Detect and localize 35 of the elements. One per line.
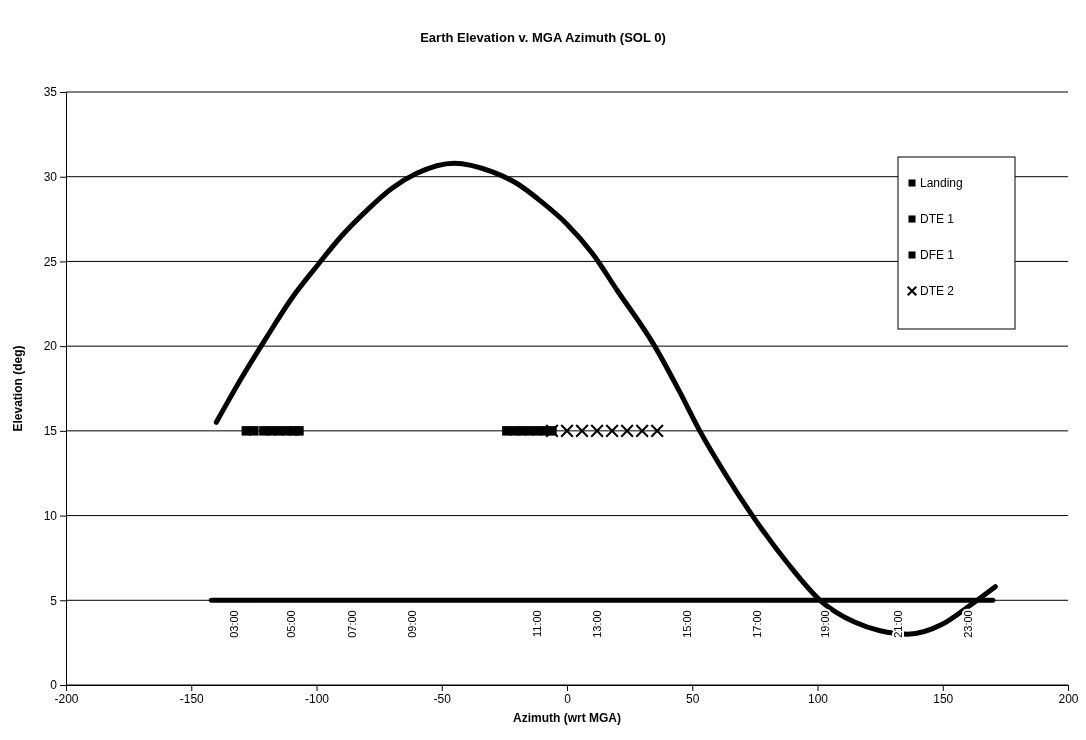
annotation: 21:00 [891,610,904,638]
y-axis-title: Elevation (deg) [11,345,25,432]
legend-label: DTE 2 [920,284,955,298]
x-tick-label: 50 [686,691,700,706]
x-tick-label: 100 [807,691,829,706]
y-tick-label: 0 [50,678,58,693]
y-tick-label: 25 [43,254,58,269]
annotation: 15:00 [681,610,694,638]
annotation: 03:00 [227,610,240,638]
x-tick-label: -200 [54,691,79,706]
annotation: 17:00 [751,610,764,638]
x-tick-label: 0 [564,691,572,706]
x-tick-label: 150 [933,691,954,706]
y-tick-label: 35 [43,85,58,100]
legend-label: Landing [920,176,963,190]
annotation: 09:00 [405,610,418,638]
x-tick-label: -50 [433,691,452,706]
legend-label: DTE 1 [920,212,955,226]
legend-label: DFE 1 [920,248,955,262]
annotation: 07:00 [345,610,358,638]
x-axis-title: Azimuth (wrt MGA) [513,711,621,725]
y-tick-label: 30 [43,170,58,185]
y-tick-label: 10 [43,508,58,523]
annotation: 19:00 [819,610,832,638]
chart-title: Earth Elevation v. MGA Azimuth (SOL 0) [420,30,666,45]
annotation: 05:00 [285,610,298,638]
annotation: 13:00 [591,610,604,638]
x-tick-label: -150 [179,691,205,706]
annotation: 23:00 [961,610,974,638]
y-tick-label: 15 [43,424,58,439]
y-tick-label: 5 [50,593,58,608]
y-tick-label: 20 [43,339,58,354]
x-tick-label: 200 [1058,691,1079,706]
annotation: 11:00 [530,610,543,637]
x-tick-label: -100 [304,691,330,706]
